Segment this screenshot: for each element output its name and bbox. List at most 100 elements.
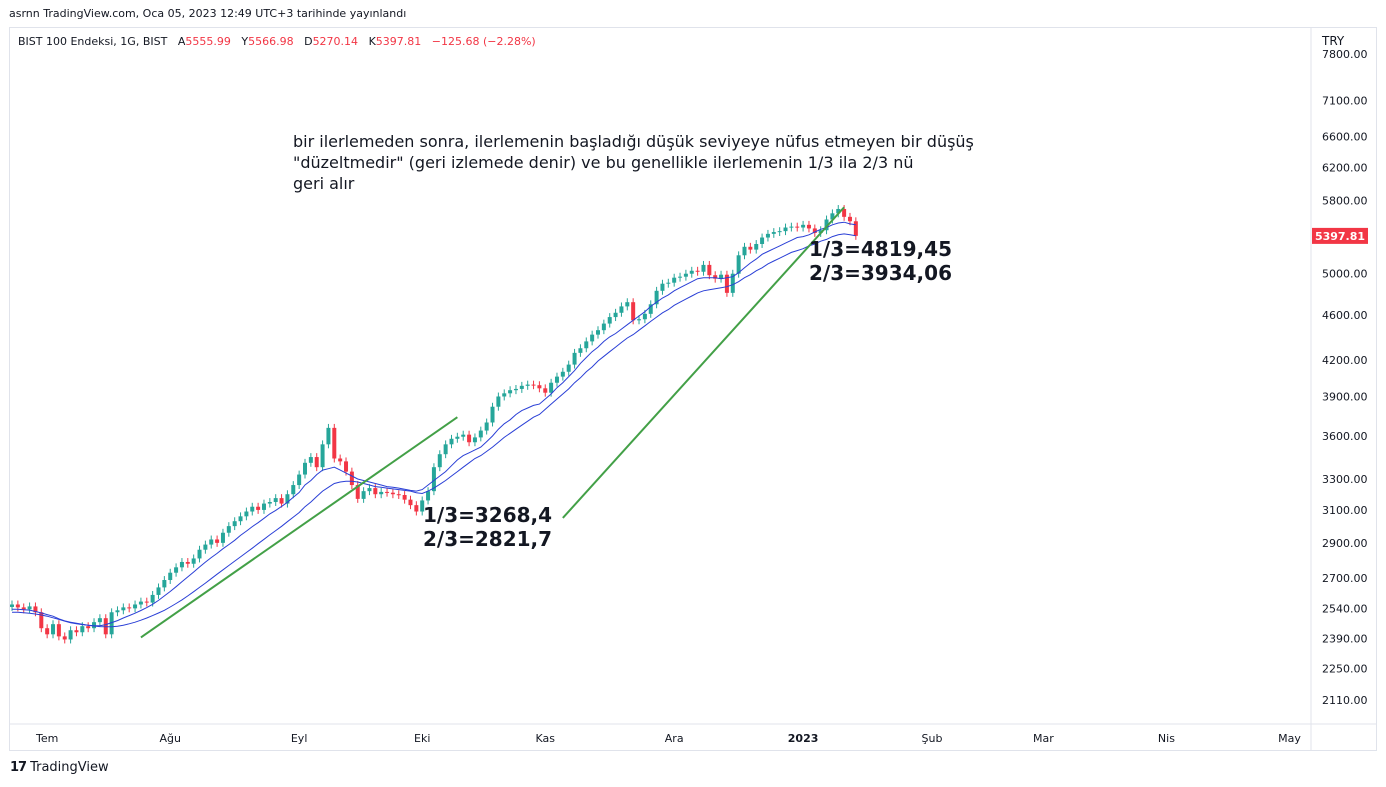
candle-body	[578, 348, 583, 353]
candle-body	[742, 246, 747, 256]
candle-body	[332, 427, 337, 459]
candle-body	[853, 221, 858, 236]
candle-body	[812, 228, 817, 233]
candle-body	[437, 454, 442, 468]
candle-body	[426, 491, 431, 501]
candle-body	[660, 283, 665, 291]
candle-body	[572, 352, 577, 365]
high-value: 5566.98	[248, 35, 294, 48]
candle-body	[584, 341, 589, 349]
candle-body	[467, 434, 472, 443]
candle-body	[760, 237, 765, 244]
candle-body	[390, 492, 395, 495]
candle-body	[683, 273, 688, 277]
candle-body	[92, 622, 97, 629]
candle-body	[771, 232, 776, 234]
candle-body	[830, 213, 835, 220]
candle-body	[10, 604, 14, 607]
high-label: Y	[241, 35, 249, 48]
candle-body	[250, 506, 255, 512]
candle-body	[601, 323, 606, 331]
candle-body	[103, 618, 108, 635]
candle-body	[642, 313, 647, 320]
candle-body	[367, 488, 372, 492]
x-tick-label: Eki	[414, 732, 430, 745]
y-tick-label: 2390.00	[1322, 632, 1368, 645]
candle-body	[168, 572, 173, 581]
candle-body	[490, 406, 495, 423]
candle-body	[33, 606, 38, 613]
candle-body	[51, 624, 56, 635]
candle-body	[220, 532, 225, 543]
candle-body	[478, 430, 483, 438]
candle-body	[707, 264, 712, 276]
candle-body	[385, 491, 390, 493]
candle-body	[320, 444, 325, 468]
candle-body	[619, 306, 624, 313]
candle-body	[279, 498, 284, 504]
candle-body	[338, 458, 343, 462]
candle-body	[285, 494, 290, 504]
last-price-tag	[1312, 227, 1368, 244]
tradingview-brand: TradingView	[30, 760, 109, 775]
candle-body	[689, 270, 694, 274]
candle-body	[308, 457, 313, 463]
currency-label[interactable]: TRY	[1322, 34, 1345, 48]
x-tick-label: Eyl	[291, 732, 308, 745]
candle-body	[56, 624, 61, 637]
note-text-line: "düzeltmedir" (geri izlemede denir) ve b…	[293, 153, 913, 172]
candle-body	[115, 610, 120, 613]
candle-body	[724, 274, 729, 293]
y-tick-label: 3300.00	[1322, 473, 1368, 486]
low-value: 5270.14	[312, 35, 359, 48]
y-tick-label: 2250.00	[1322, 662, 1368, 675]
candle-body	[554, 376, 559, 383]
candle-body	[590, 334, 595, 342]
candle-body	[783, 227, 788, 232]
candle-body	[420, 500, 425, 512]
y-tick-label: 7800.00	[1322, 48, 1368, 61]
candle-body	[537, 385, 542, 389]
candle-body	[256, 506, 261, 510]
candle-body	[80, 626, 85, 633]
candle-body	[144, 601, 149, 603]
tradingview-logo-icon: 17	[10, 760, 27, 775]
candle-body	[232, 521, 237, 527]
candle-body	[431, 467, 436, 492]
candle-body	[560, 371, 565, 377]
candle-body	[496, 396, 501, 407]
candle-body	[314, 457, 319, 468]
candle-body	[355, 485, 360, 499]
candle-body	[267, 502, 272, 504]
candle-body	[408, 499, 413, 506]
publish-line: asrnn TradingView.com, Oca 05, 2023 12:4…	[9, 7, 407, 20]
candle-body	[795, 226, 800, 228]
candle-body	[449, 438, 454, 445]
ma-slow-line	[12, 233, 856, 628]
open-label: A	[177, 35, 186, 48]
candle-body	[847, 216, 852, 222]
tradingview-logo[interactable]: 17 TradingView	[10, 760, 109, 775]
candle-body	[549, 382, 554, 393]
candle-body	[174, 567, 179, 573]
candle-body	[133, 604, 138, 609]
chart-legend: BIST 100 Endeksi, 1G, BIST A5555.99 Y556…	[18, 35, 536, 48]
fib-label-upper: 2/3=3934,06	[809, 261, 952, 285]
candle-body	[127, 607, 132, 609]
candle-body	[543, 388, 548, 393]
y-tick-label: 3600.00	[1322, 430, 1368, 443]
candle-body	[806, 224, 811, 229]
open-value: 5555.99	[185, 35, 231, 48]
candle-body	[138, 601, 143, 605]
candle-body	[443, 444, 448, 455]
candle-body	[45, 628, 50, 635]
symbol-label: BIST 100 Endeksi, 1G, BIST	[18, 35, 168, 48]
candle-body	[701, 264, 706, 272]
candle-body	[273, 498, 278, 503]
candle-body	[461, 434, 466, 437]
ma-fast-line	[12, 221, 856, 627]
candle-body	[748, 246, 753, 250]
x-tick-label: Şub	[922, 732, 943, 745]
candle-body	[513, 388, 518, 391]
